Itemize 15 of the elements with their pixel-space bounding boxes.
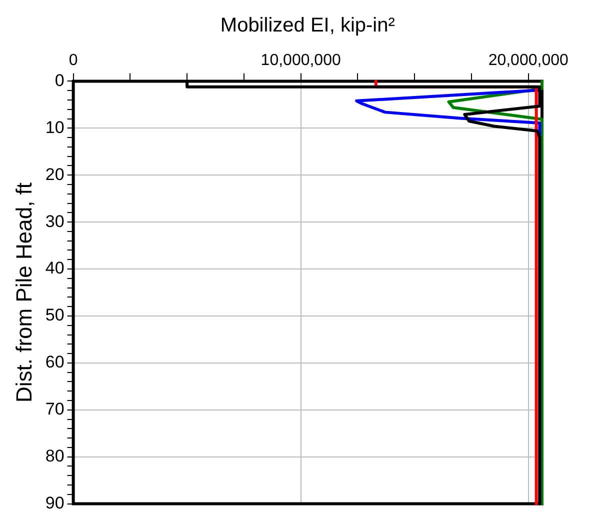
y-tick-label: 60: [45, 352, 64, 372]
y-axis-title: Dist. from Pile Head, ft: [11, 182, 36, 403]
y-tick-label: 70: [45, 400, 64, 419]
y-tick-label: 30: [45, 212, 64, 231]
y-tick-label: 80: [45, 446, 64, 466]
y-tick-label: 20: [45, 164, 64, 184]
y-tick-label: 10: [45, 118, 64, 137]
y-tick-label: 40: [45, 258, 64, 278]
y-tick-label: 0: [54, 70, 64, 90]
x-tick-label: 20,000,000: [488, 52, 568, 70]
y-tick-label: 90: [45, 493, 64, 512]
x-axis-title: Mobilized EI, kip-in²: [220, 14, 396, 37]
y-tick-label: 50: [45, 306, 64, 325]
x-tick-label: 10,000,000: [260, 52, 341, 70]
x-tick-label: 0: [68, 52, 78, 70]
